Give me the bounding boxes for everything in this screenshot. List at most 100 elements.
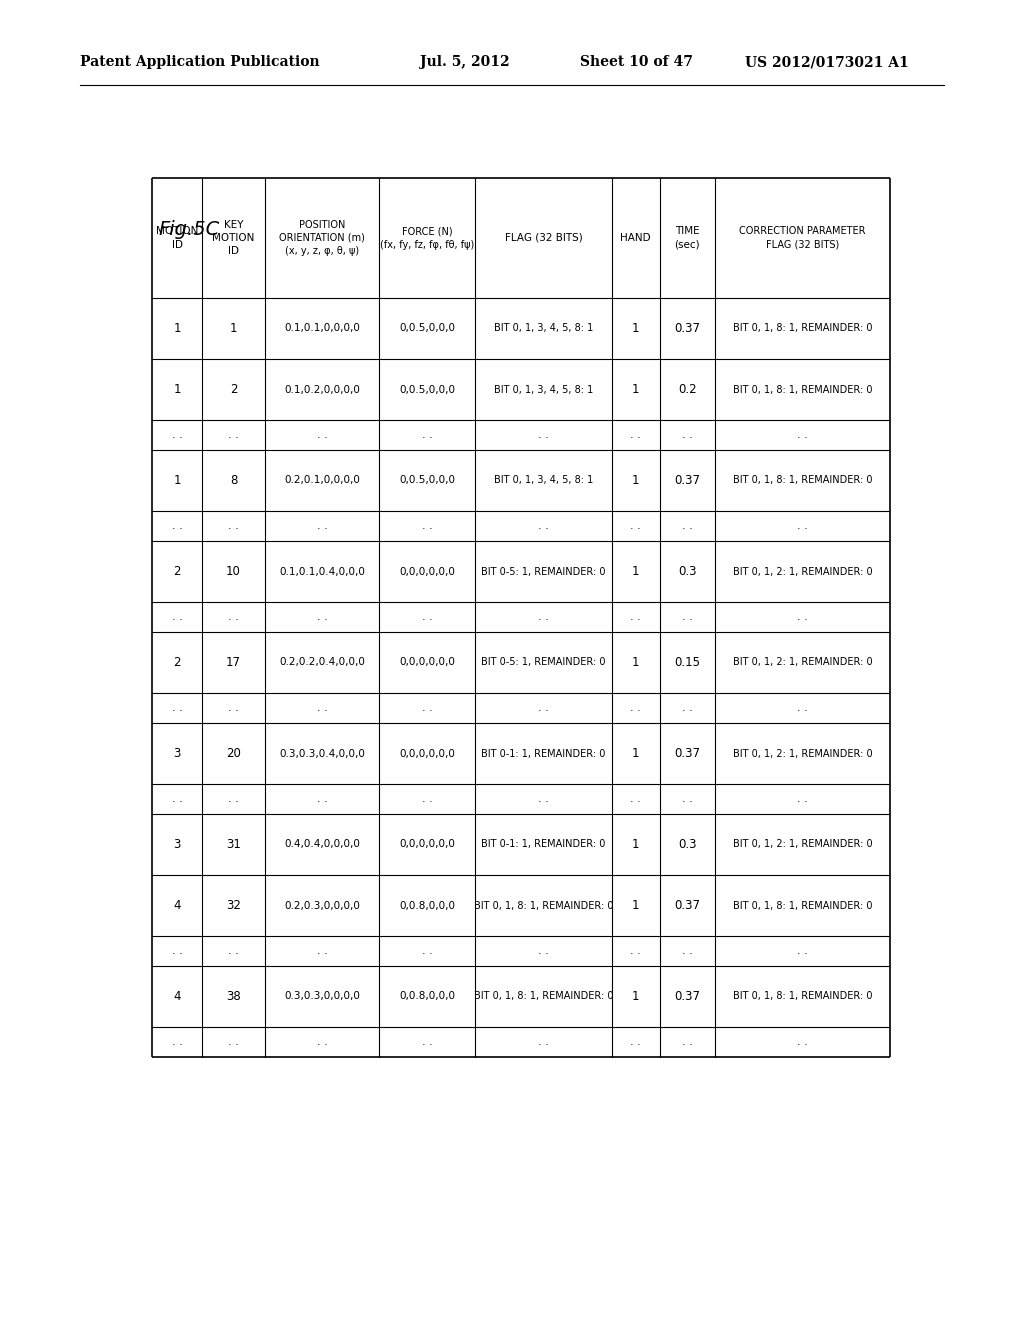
Text: . .: . . xyxy=(682,521,693,531)
Text: 0,0,0,0,0,0: 0,0,0,0,0,0 xyxy=(399,748,456,759)
Text: . .: . . xyxy=(228,612,239,622)
Text: 1: 1 xyxy=(632,899,640,912)
Text: 4: 4 xyxy=(173,990,181,1003)
Text: 0,0.5,0,0,0: 0,0.5,0,0,0 xyxy=(399,323,456,334)
Text: . .: . . xyxy=(316,521,328,531)
Text: . .: . . xyxy=(539,1038,549,1047)
Text: 4: 4 xyxy=(173,899,181,912)
Text: Jul. 5, 2012: Jul. 5, 2012 xyxy=(420,55,510,69)
Text: BIT 0, 1, 8: 1, REMAINDER: 0: BIT 0, 1, 8: 1, REMAINDER: 0 xyxy=(733,475,872,486)
Text: 3: 3 xyxy=(173,747,181,760)
Text: . .: . . xyxy=(682,704,693,713)
Text: . .: . . xyxy=(422,521,433,531)
Text: BIT 0-5: 1, REMAINDER: 0: BIT 0-5: 1, REMAINDER: 0 xyxy=(481,657,606,668)
Text: 0.3: 0.3 xyxy=(678,565,696,578)
Text: 0,0.8,0,0,0: 0,0.8,0,0,0 xyxy=(399,991,456,1002)
Text: . .: . . xyxy=(422,946,433,956)
Text: . .: . . xyxy=(631,704,641,713)
Text: 0.1,0.1,0,0,0,0: 0.1,0.1,0,0,0,0 xyxy=(285,323,360,334)
Text: Sheet 10 of 47: Sheet 10 of 47 xyxy=(580,55,693,69)
Text: 0.2,0.3,0,0,0,0: 0.2,0.3,0,0,0,0 xyxy=(285,900,360,911)
Text: 0.2,0.1,0,0,0,0: 0.2,0.1,0,0,0,0 xyxy=(285,475,360,486)
Text: BIT 0, 1, 8: 1, REMAINDER: 0: BIT 0, 1, 8: 1, REMAINDER: 0 xyxy=(733,384,872,395)
Text: BIT 0, 1, 3, 4, 5, 8: 1: BIT 0, 1, 3, 4, 5, 8: 1 xyxy=(494,323,593,334)
Text: 1: 1 xyxy=(632,322,640,335)
Text: BIT 0, 1, 3, 4, 5, 8: 1: BIT 0, 1, 3, 4, 5, 8: 1 xyxy=(494,384,593,395)
Text: 0.2,0.2,0.4,0,0,0: 0.2,0.2,0.4,0,0,0 xyxy=(280,657,365,668)
Text: . .: . . xyxy=(422,704,433,713)
Text: . .: . . xyxy=(422,1038,433,1047)
Text: . .: . . xyxy=(797,795,808,804)
Text: 0.15: 0.15 xyxy=(675,656,700,669)
Text: 0,0.5,0,0,0: 0,0.5,0,0,0 xyxy=(399,475,456,486)
Text: 20: 20 xyxy=(226,747,241,760)
Text: . .: . . xyxy=(316,612,328,622)
Text: MOTION
ID: MOTION ID xyxy=(156,227,199,249)
Text: . .: . . xyxy=(422,430,433,440)
Text: . .: . . xyxy=(539,704,549,713)
Text: BIT 0, 1, 8: 1, REMAINDER: 0: BIT 0, 1, 8: 1, REMAINDER: 0 xyxy=(474,991,613,1002)
Text: . .: . . xyxy=(172,946,182,956)
Text: FLAG (32 BITS): FLAG (32 BITS) xyxy=(505,234,583,243)
Text: HAND: HAND xyxy=(621,234,651,243)
Text: 1: 1 xyxy=(173,383,181,396)
Text: . .: . . xyxy=(228,521,239,531)
Text: . .: . . xyxy=(797,521,808,531)
Text: 0.37: 0.37 xyxy=(675,899,700,912)
Text: . .: . . xyxy=(172,430,182,440)
Text: . .: . . xyxy=(316,1038,328,1047)
Text: BIT 0, 1, 8: 1, REMAINDER: 0: BIT 0, 1, 8: 1, REMAINDER: 0 xyxy=(733,991,872,1002)
Text: . .: . . xyxy=(228,704,239,713)
Text: . .: . . xyxy=(797,612,808,622)
Text: BIT 0-1: 1, REMAINDER: 0: BIT 0-1: 1, REMAINDER: 0 xyxy=(481,840,606,850)
Text: 0.37: 0.37 xyxy=(675,322,700,335)
Text: POSITION
ORIENTATION (m)
(x, y, z, φ, θ, ψ): POSITION ORIENTATION (m) (x, y, z, φ, θ,… xyxy=(280,220,365,256)
Text: 0.37: 0.37 xyxy=(675,474,700,487)
Text: 38: 38 xyxy=(226,990,241,1003)
Text: 0.3,0.3,0,0,0,0: 0.3,0.3,0,0,0,0 xyxy=(285,991,360,1002)
Text: . .: . . xyxy=(682,946,693,956)
Text: . .: . . xyxy=(797,1038,808,1047)
Text: 32: 32 xyxy=(226,899,241,912)
Text: BIT 0, 1, 2: 1, REMAINDER: 0: BIT 0, 1, 2: 1, REMAINDER: 0 xyxy=(733,748,872,759)
Text: . .: . . xyxy=(631,1038,641,1047)
Text: 0.4,0.4,0,0,0,0: 0.4,0.4,0,0,0,0 xyxy=(285,840,360,850)
Text: 0,0.8,0,0,0: 0,0.8,0,0,0 xyxy=(399,900,456,911)
Text: . .: . . xyxy=(422,795,433,804)
Text: 2: 2 xyxy=(173,565,181,578)
Text: . .: . . xyxy=(682,795,693,804)
Text: 0,0.5,0,0,0: 0,0.5,0,0,0 xyxy=(399,384,456,395)
Text: BIT 0, 1, 2: 1, REMAINDER: 0: BIT 0, 1, 2: 1, REMAINDER: 0 xyxy=(733,657,872,668)
Text: . .: . . xyxy=(172,704,182,713)
Text: . .: . . xyxy=(631,521,641,531)
Text: . .: . . xyxy=(631,946,641,956)
Text: 0.37: 0.37 xyxy=(675,747,700,760)
Text: 1: 1 xyxy=(632,383,640,396)
Text: . .: . . xyxy=(172,521,182,531)
Text: 1: 1 xyxy=(632,990,640,1003)
Text: BIT 0, 1, 2: 1, REMAINDER: 0: BIT 0, 1, 2: 1, REMAINDER: 0 xyxy=(733,566,872,577)
Text: 0.1,0.1,0.4,0,0,0: 0.1,0.1,0.4,0,0,0 xyxy=(280,566,365,577)
Text: Fig.5C: Fig.5C xyxy=(158,220,219,239)
Text: . .: . . xyxy=(682,430,693,440)
Text: 8: 8 xyxy=(229,474,238,487)
Text: FORCE (N)
(fx, fy, fz, fφ, fθ, fψ): FORCE (N) (fx, fy, fz, fφ, fθ, fψ) xyxy=(380,227,474,249)
Text: . .: . . xyxy=(422,612,433,622)
Text: . .: . . xyxy=(172,1038,182,1047)
Text: KEY
MOTION
ID: KEY MOTION ID xyxy=(212,220,255,256)
Text: 2: 2 xyxy=(173,656,181,669)
Text: . .: . . xyxy=(316,704,328,713)
Text: . .: . . xyxy=(631,795,641,804)
Text: 17: 17 xyxy=(226,656,241,669)
Text: 3: 3 xyxy=(173,838,181,851)
Text: . .: . . xyxy=(682,1038,693,1047)
Text: . .: . . xyxy=(316,946,328,956)
Text: BIT 0, 1, 8: 1, REMAINDER: 0: BIT 0, 1, 8: 1, REMAINDER: 0 xyxy=(733,323,872,334)
Text: 1: 1 xyxy=(173,322,181,335)
Text: BIT 0-1: 1, REMAINDER: 0: BIT 0-1: 1, REMAINDER: 0 xyxy=(481,748,606,759)
Text: . .: . . xyxy=(797,946,808,956)
Text: 1: 1 xyxy=(173,474,181,487)
Text: . .: . . xyxy=(539,430,549,440)
Text: TIME
(sec): TIME (sec) xyxy=(675,227,700,249)
Text: 2: 2 xyxy=(229,383,238,396)
